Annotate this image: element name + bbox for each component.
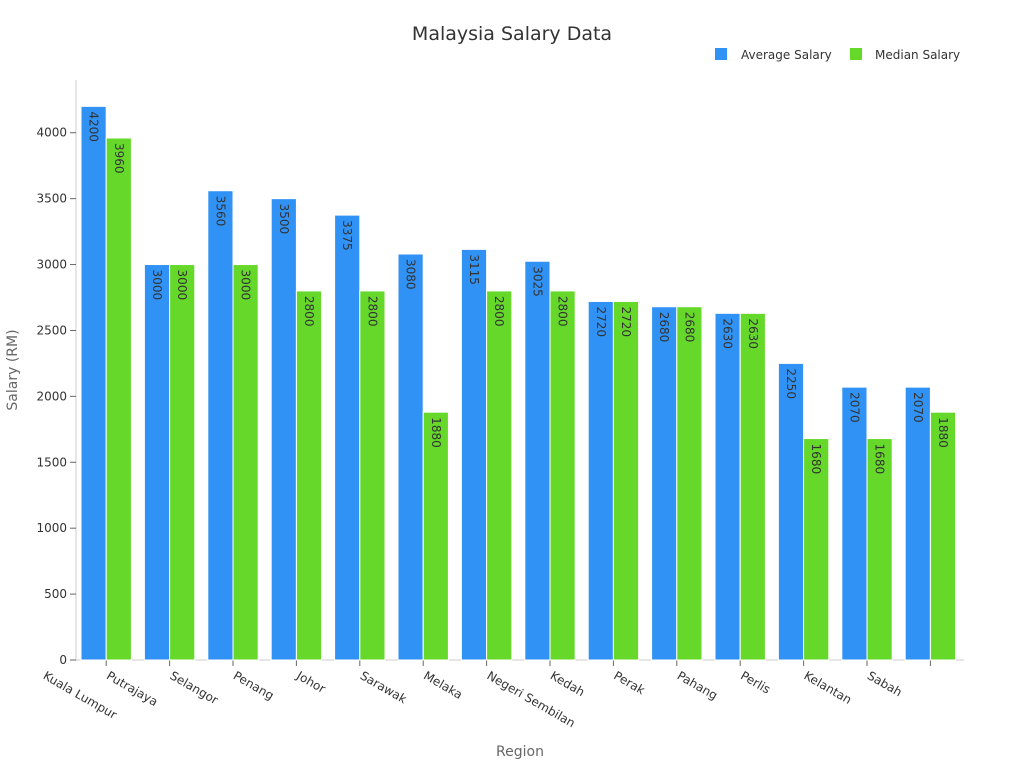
legend-swatch	[850, 48, 862, 60]
bar-median-salary[interactable]	[676, 306, 703, 661]
x-tick-label: Sabah	[865, 668, 905, 699]
x-tick-label: Sarawak	[358, 668, 410, 706]
bar-median-salary[interactable]	[549, 290, 576, 661]
bar-median-salary[interactable]	[359, 290, 386, 661]
bar-median-salary[interactable]	[105, 137, 132, 661]
data-label: 2630	[746, 318, 760, 349]
bar-median-salary[interactable]	[803, 438, 830, 661]
bar-average-salary[interactable]	[587, 300, 614, 661]
y-axis: 0 500 1000 1500 2000 2500 3000 3500 4000	[36, 80, 77, 667]
y-tick-label: 3000	[36, 258, 67, 272]
data-label: 3000	[239, 270, 253, 301]
legend-label: Median Salary	[875, 48, 960, 62]
bar-average-salary[interactable]	[334, 214, 361, 661]
data-label: 3375	[340, 220, 354, 251]
x-tick-label: Johor	[293, 668, 328, 696]
data-label: 2720	[619, 306, 633, 337]
x-tick-label: Kedah	[548, 668, 587, 699]
data-label: 4200	[87, 111, 101, 142]
bar-average-salary[interactable]	[777, 362, 805, 661]
x-tick-label: Kelantan	[802, 668, 855, 706]
data-label: 2070	[847, 392, 861, 423]
x-tick-label: Putrajaya	[104, 668, 160, 709]
y-tick-label: 4000	[36, 126, 67, 140]
bar-median-salary[interactable]	[866, 438, 893, 661]
bar-average-salary[interactable]	[397, 253, 424, 661]
chart-title: Malaysia Salary Data	[412, 23, 612, 45]
bar-average-salary[interactable]	[143, 264, 171, 661]
data-label: 2070	[911, 392, 925, 423]
data-label: 2250	[784, 368, 798, 399]
bar-median-salary[interactable]	[169, 264, 196, 661]
bars	[80, 105, 957, 661]
data-label: 1680	[873, 444, 887, 475]
bar-median-salary[interactable]	[739, 312, 766, 661]
bar-average-salary[interactable]	[207, 190, 234, 661]
bar-average-salary[interactable]	[651, 306, 678, 661]
bar-median-salary[interactable]	[486, 290, 513, 661]
data-label: 1880	[936, 417, 950, 448]
x-tick-label: Selangor	[168, 668, 221, 707]
data-label: 1680	[809, 444, 823, 475]
legend-item[interactable]: Median Salary	[850, 48, 960, 62]
data-label: 3500	[277, 204, 291, 235]
data-label: 1880	[429, 417, 443, 448]
x-tick-label: Melaka	[421, 668, 465, 701]
legend-item[interactable]: Average Salary	[715, 48, 832, 62]
y-tick-label: 500	[44, 587, 67, 601]
data-label: 2800	[365, 296, 379, 327]
data-label: 2800	[492, 296, 506, 327]
y-tick-label: 2000	[36, 389, 67, 403]
data-label: 3560	[213, 196, 227, 227]
data-label: 2800	[302, 296, 316, 327]
bar-average-salary[interactable]	[841, 386, 868, 661]
bar-average-salary[interactable]	[524, 260, 551, 661]
data-label: 3025	[530, 266, 544, 297]
x-tick-label: Perlis	[738, 668, 773, 696]
y-tick-label: 0	[59, 653, 67, 667]
bar-median-salary[interactable]	[929, 411, 957, 661]
bar-average-salary[interactable]	[80, 105, 107, 661]
bar-median-salary[interactable]	[612, 300, 640, 661]
bar-average-salary[interactable]	[714, 312, 741, 661]
bar-median-salary[interactable]	[422, 411, 449, 661]
y-axis-title: Salary (RM)	[5, 329, 21, 410]
data-label: 3115	[467, 254, 481, 285]
legend: Average Salary Median Salary	[715, 48, 960, 62]
y-tick-label: 3500	[36, 192, 67, 206]
x-tick-label: Pahang	[675, 668, 720, 702]
bar-median-salary[interactable]	[232, 264, 259, 661]
legend-swatch	[715, 48, 727, 60]
data-label: 3000	[175, 270, 189, 301]
data-label: 2630	[721, 318, 735, 349]
bar-median-salary[interactable]	[295, 290, 323, 661]
x-tick-label: Perak	[611, 668, 647, 697]
legend-label: Average Salary	[741, 48, 832, 62]
data-label: 3000	[150, 270, 164, 301]
data-label: 2720	[594, 306, 608, 337]
data-label: 2680	[657, 312, 671, 343]
data-label: 3080	[404, 259, 418, 290]
x-tick-label: Penang	[231, 668, 276, 702]
y-tick-label: 1000	[36, 521, 67, 535]
x-axis-title: Region	[496, 744, 544, 760]
bar-average-salary[interactable]	[270, 198, 297, 661]
bar-average-salary[interactable]	[904, 386, 931, 661]
data-labels: 4200 3960 3000 3000 3560 3000 3500 2800 3375 2800…	[87, 111, 950, 474]
bar-average-salary[interactable]	[460, 248, 488, 661]
data-label: 3960	[112, 143, 126, 174]
y-tick-label: 2500	[36, 323, 67, 337]
data-label: 2800	[556, 296, 570, 327]
y-tick-label: 1500	[36, 455, 67, 469]
data-label: 2680	[682, 312, 696, 343]
